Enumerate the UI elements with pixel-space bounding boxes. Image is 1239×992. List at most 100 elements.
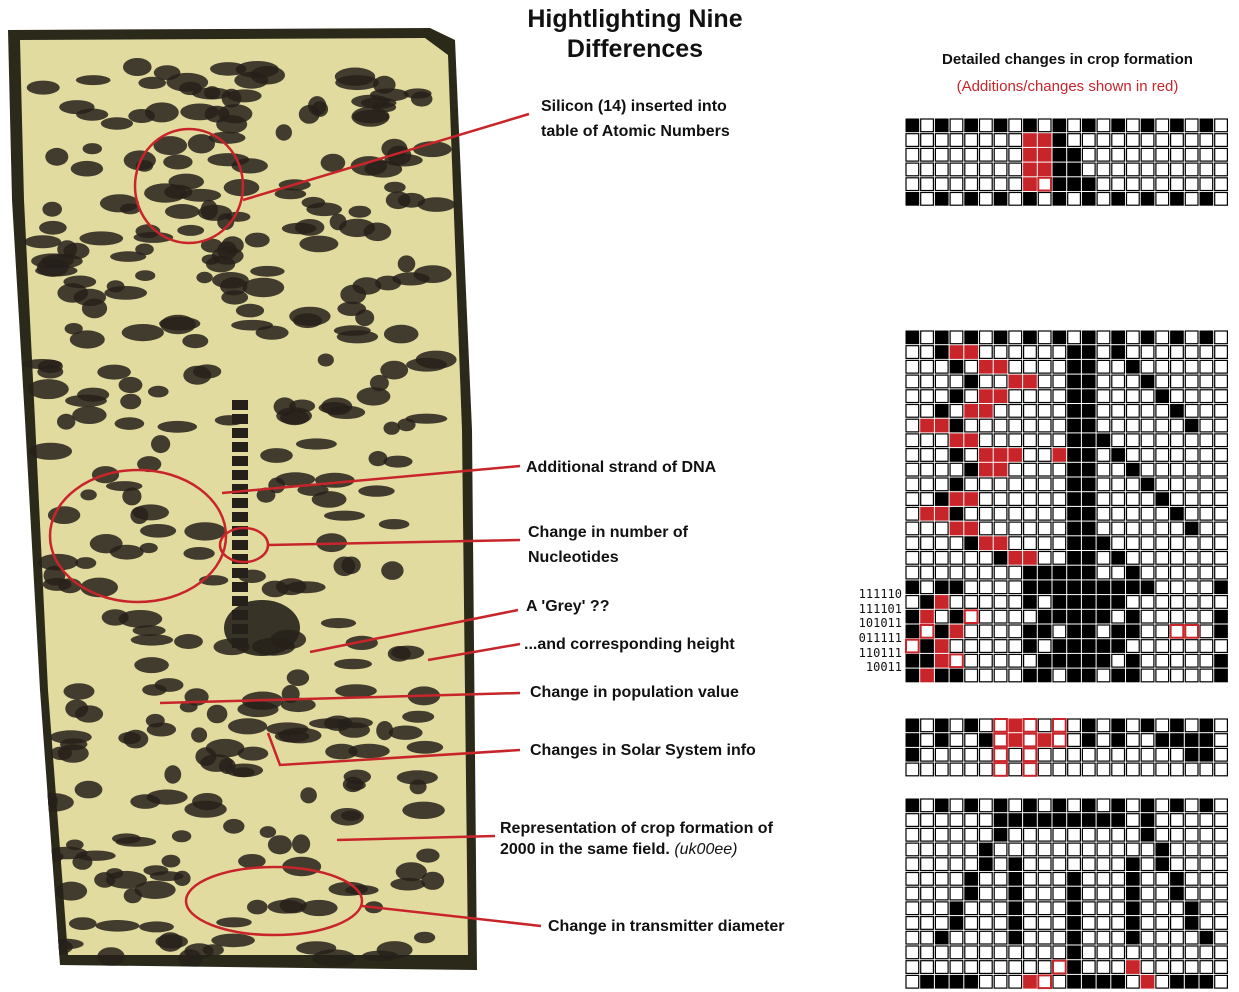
grid-cell (920, 609, 934, 624)
grid-cell (1140, 133, 1155, 147)
grid-cell (1111, 639, 1126, 653)
grid-cell (1214, 930, 1228, 945)
crop-mark (320, 618, 357, 629)
grid-cell (1155, 609, 1170, 624)
grid-cell (1052, 653, 1067, 668)
grid-cell (1155, 448, 1170, 462)
grid-cell (1140, 733, 1155, 748)
grid-cell (905, 521, 920, 536)
grid-cell (978, 915, 993, 930)
grid-cell (1214, 594, 1228, 609)
grid-cell (978, 871, 993, 886)
grid-cell (993, 359, 1008, 374)
grid-cell (1081, 915, 1096, 930)
grid-cell (1022, 403, 1037, 418)
grid-cell (1140, 960, 1155, 975)
crop-mark (100, 117, 133, 130)
crop-mark (223, 818, 245, 834)
grid-cell (993, 915, 1008, 930)
grid-cell (1067, 872, 1081, 886)
grid-cell (1052, 374, 1067, 389)
grid-cell (949, 462, 964, 477)
crop-mark (421, 871, 445, 890)
grid-cell (934, 798, 949, 813)
grid-cell (1184, 857, 1199, 872)
grid-cell (1022, 359, 1037, 374)
grid-cell (1169, 653, 1184, 668)
grid-cell (1022, 960, 1037, 975)
grid-cell (1111, 506, 1126, 521)
annotation-silicon-text: Silicon (14) inserted into table of Atom… (541, 98, 730, 140)
grid-cell (1184, 133, 1199, 147)
grid-cell (1111, 857, 1126, 872)
grid-cell (1140, 639, 1155, 654)
grid-cell (978, 624, 993, 639)
crop-mark (139, 542, 158, 554)
grid-cell (1052, 886, 1067, 901)
grid-cell (978, 762, 993, 777)
grid-cell (1140, 762, 1155, 777)
grid-cell (934, 477, 949, 492)
grid-cell (978, 550, 993, 565)
grid-cell (1169, 594, 1184, 609)
grid-cell (1008, 462, 1023, 477)
grid-cell (949, 118, 964, 133)
grid-cell (1126, 960, 1140, 974)
grid-cell (1155, 827, 1170, 842)
grid-cell (1067, 960, 1081, 974)
crop-mark (171, 830, 192, 843)
grid-cell (920, 718, 935, 733)
crop-mark (221, 290, 249, 305)
crop-mark (216, 917, 252, 928)
grid-cell (1125, 550, 1140, 565)
crop-mark (212, 272, 249, 289)
crop-mark (64, 323, 83, 335)
grid-cell (934, 595, 949, 609)
crop-mark (228, 718, 268, 735)
grid-cell (1169, 448, 1184, 462)
grid-cell (1214, 747, 1228, 762)
grid-cell (1023, 118, 1037, 133)
grid-cell (1037, 133, 1052, 147)
grid-cell (1008, 813, 1023, 827)
grid-cell (1126, 653, 1140, 668)
grid-cell (920, 915, 935, 930)
grid-cell (979, 389, 993, 403)
grid-cell (1037, 901, 1052, 916)
grid-cell (1155, 550, 1170, 565)
grid-cell (1170, 118, 1184, 133)
grid-cell (1037, 118, 1052, 133)
crop-mark (37, 938, 73, 956)
grid-cell (1140, 462, 1155, 477)
grid-cell (964, 147, 979, 162)
grid-cell (949, 550, 964, 565)
grid-cell (1140, 594, 1155, 609)
grid-cell (920, 521, 935, 536)
grid-cell (964, 857, 979, 872)
crop-mark (296, 941, 337, 955)
grid-cell (920, 580, 935, 595)
grid-cell (979, 733, 993, 747)
grid-cell (1096, 718, 1111, 733)
grid-cell (920, 901, 935, 916)
crop-mark (148, 385, 169, 398)
grid-cell (993, 403, 1008, 418)
grid-cell (1184, 916, 1199, 930)
grid-cell (1096, 609, 1111, 624)
grid-cell (1184, 521, 1199, 536)
grid-cell (1170, 733, 1184, 747)
grid-cell (1155, 418, 1170, 433)
grid-cell (1111, 653, 1126, 668)
grid-cell (1081, 624, 1096, 639)
grid-cell (993, 433, 1008, 448)
grid-cell (1008, 433, 1023, 448)
grid-cell (1155, 565, 1170, 580)
crop-mark (151, 435, 171, 454)
grid-cell (1067, 595, 1081, 609)
grid-cell (1081, 177, 1096, 192)
grid-cell (1111, 477, 1126, 492)
grid-cell (1037, 374, 1052, 389)
grid-cell (1096, 580, 1111, 595)
grid-cell (920, 506, 934, 521)
grid-cell (1067, 624, 1081, 639)
